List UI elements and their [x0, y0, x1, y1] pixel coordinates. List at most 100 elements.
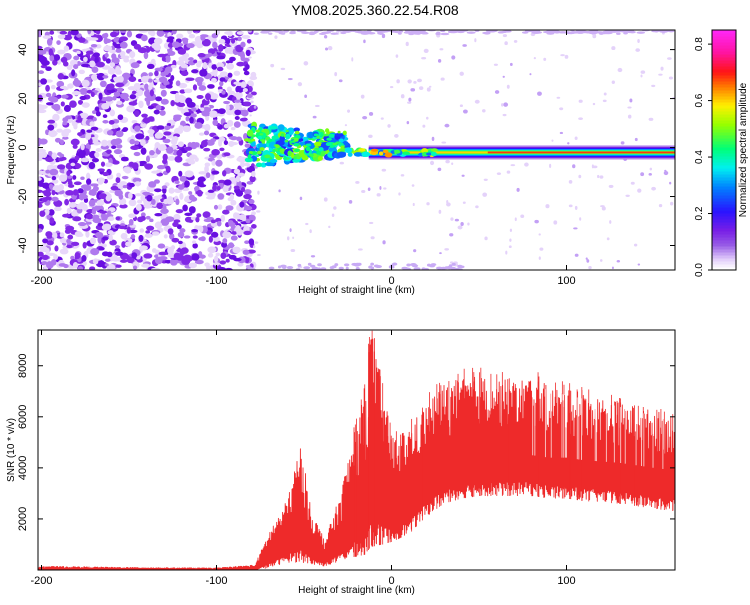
noise-speckle — [156, 125, 165, 130]
noise-speckle — [227, 220, 234, 225]
noise-speckle — [143, 163, 150, 168]
noise-speckle — [157, 144, 167, 152]
noise-speckle — [198, 132, 205, 136]
noise-speckle — [146, 225, 155, 231]
top-edge-speckle — [660, 30, 668, 33]
faint-speckle — [441, 141, 447, 144]
noise-speckle — [206, 216, 214, 221]
faint-speckle — [355, 181, 360, 184]
ridge-core-blob — [308, 153, 314, 157]
noise-speckle — [153, 195, 163, 200]
faint-speckle — [369, 221, 374, 225]
noise-speckle — [49, 55, 55, 62]
noise-speckle — [110, 45, 115, 52]
noise-speckle — [51, 176, 57, 181]
noise-speckle — [78, 69, 85, 75]
noise-speckle — [39, 138, 48, 145]
noise-speckle — [220, 214, 226, 223]
colorbar-segment — [712, 87, 736, 91]
noise-speckle — [162, 138, 171, 144]
noise-speckle — [49, 168, 59, 176]
ridge-core-blob — [272, 149, 276, 153]
bottom-edge-speckle — [286, 266, 294, 270]
noise-speckle — [120, 232, 128, 240]
bottom-edge-speckle — [449, 266, 456, 270]
faint-speckle — [361, 189, 366, 193]
noise-speckle — [165, 165, 171, 174]
bottom-edge-speckle — [297, 263, 302, 267]
noise-speckle — [102, 171, 109, 177]
noise-speckle — [89, 60, 96, 68]
noise-speckle — [47, 124, 55, 131]
faint-speckle — [502, 34, 508, 38]
noise-speckle — [222, 238, 228, 244]
faint-speckle — [462, 201, 466, 204]
ridge-blob — [292, 158, 300, 163]
ridge-onset-blob — [402, 151, 410, 155]
faint-speckle — [252, 245, 256, 249]
colorbar-segment — [712, 75, 736, 79]
noise-speckle — [77, 37, 86, 43]
colorbar-segment — [712, 264, 736, 268]
colorbar-segment — [712, 126, 736, 130]
noise-speckle — [150, 267, 161, 270]
colorbar-segment — [712, 45, 736, 49]
noise-speckle — [154, 132, 164, 139]
noise-speckle — [115, 216, 121, 221]
faint-speckle — [635, 48, 641, 52]
noise-speckle — [147, 129, 155, 135]
noise-speckle — [38, 251, 44, 257]
noise-speckle — [190, 141, 198, 150]
noise-speckle — [147, 78, 153, 83]
noise-speckle — [163, 69, 169, 76]
top-edge-speckle — [466, 31, 476, 34]
top-edge-speckle — [412, 30, 417, 33]
faint-speckle — [578, 174, 582, 179]
faint-speckle — [314, 104, 320, 107]
faint-speckle — [633, 243, 638, 247]
noise-speckle — [56, 80, 65, 88]
noise-speckle — [242, 249, 250, 255]
noise-speckle — [180, 63, 189, 69]
ridge-core-blob — [293, 143, 300, 147]
faint-speckle — [368, 134, 373, 138]
noise-speckle — [196, 189, 203, 197]
ridge-onset-blob — [382, 149, 389, 154]
faint-speckle — [396, 79, 400, 84]
faint-speckle — [444, 123, 450, 128]
noise-speckle — [244, 240, 250, 244]
noise-speckle — [102, 223, 112, 231]
noise-speckle — [48, 183, 54, 189]
noise-speckle — [59, 232, 65, 238]
faint-speckle — [429, 85, 432, 88]
noise-speckle — [132, 177, 142, 183]
noise-speckle — [148, 72, 154, 77]
noise-speckle — [154, 221, 163, 229]
noise-speckle — [72, 262, 79, 269]
noise-speckle — [170, 99, 176, 107]
faint-speckle — [290, 248, 296, 253]
noise-speckle — [204, 162, 211, 167]
top-edge-speckle — [296, 30, 307, 33]
noise-speckle — [98, 92, 103, 101]
colorbar-segment — [712, 72, 736, 76]
noise-speckle — [71, 211, 78, 217]
noise-speckle — [154, 213, 163, 217]
noise-speckle — [52, 113, 60, 122]
noise-speckle — [57, 72, 65, 80]
noise-speckle — [106, 130, 114, 136]
top-edge-speckle — [503, 30, 512, 33]
noise-speckle — [244, 143, 251, 148]
faint-speckle — [422, 124, 426, 128]
ridge-core-blob — [280, 133, 285, 137]
faint-speckle — [591, 164, 594, 169]
noise-speckle — [159, 110, 166, 116]
noise-speckle — [246, 93, 253, 99]
faint-speckle — [648, 173, 652, 176]
noise-speckle — [72, 189, 79, 196]
colorbar-segment — [712, 159, 736, 163]
noise-speckle — [67, 184, 75, 188]
noise-speckle — [210, 219, 216, 224]
noise-speckle — [39, 245, 48, 253]
